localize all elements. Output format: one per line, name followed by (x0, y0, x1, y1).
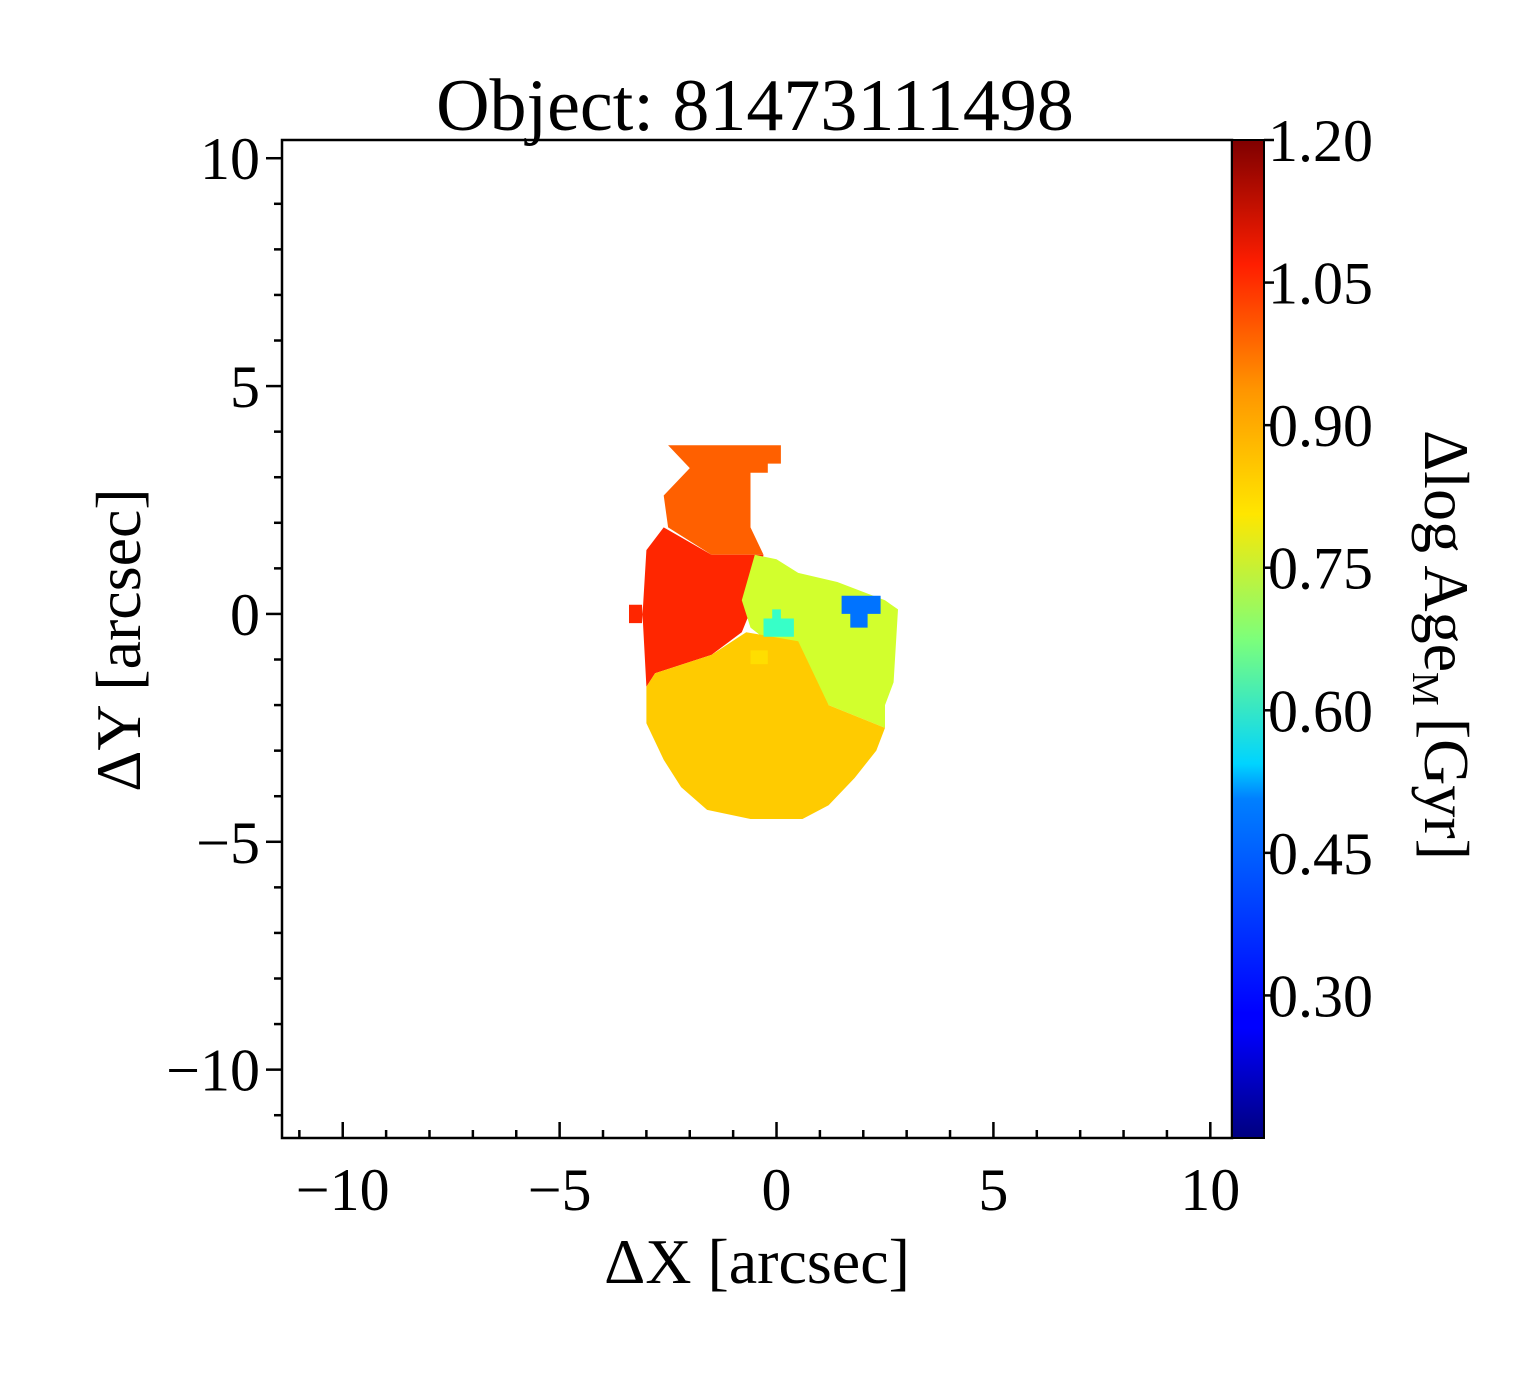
region-lower-yellow (646, 632, 885, 819)
region-center-cyan (763, 609, 794, 637)
colorbar-label-unit: [Gyr] (1411, 718, 1482, 860)
x-tick-label: 5 (978, 1157, 1008, 1223)
y-tick-label: 10 (200, 126, 260, 192)
region-left-red-orange (629, 527, 764, 687)
x-tick-label: −10 (296, 1157, 390, 1223)
region-center-yellow-pixel (750, 650, 768, 665)
y-axis-ticks: −10 −5 0 5 10 (166, 126, 282, 1117)
y-tick-label: 0 (230, 582, 260, 648)
y-tick-label: −5 (196, 810, 260, 876)
colorbar-tick-label: 0.75 (1268, 536, 1373, 602)
x-tick-label: 0 (762, 1157, 792, 1223)
x-tick-label: −5 (528, 1157, 592, 1223)
colorbar-ticks: 1.20 1.05 0.90 0.75 0.60 0.45 0.30 (1264, 108, 1373, 1029)
colorbar-tick-label: 0.60 (1268, 678, 1373, 744)
region-blue-patch (841, 595, 881, 628)
y-tick-label: −10 (166, 1038, 260, 1104)
colorbar-tick-label: 0.30 (1268, 963, 1373, 1029)
colorbar-label: Δlog AgeM[Gyr] (1404, 430, 1482, 860)
age-map-regions (629, 445, 898, 819)
chart-title: Object: 81473111498 (436, 65, 1074, 147)
y-axis-label: ΔY [arcsec] (83, 488, 154, 791)
x-axis-label: ΔX [arcsec] (604, 1226, 910, 1297)
x-axis-ticks: −10 −5 0 5 10 (296, 1122, 1240, 1223)
colorbar-tick-label: 0.45 (1268, 821, 1373, 887)
colorbar-tick-label: 0.90 (1268, 393, 1373, 459)
colorbar-tick-label: 1.20 (1268, 108, 1373, 174)
colorbar-tick-label: 1.05 (1268, 251, 1373, 317)
x-tick-label: 10 (1180, 1157, 1240, 1223)
colorbar (1231, 139, 1265, 1139)
region-upper-orange (663, 445, 781, 555)
colorbar-label-subscript: M (1404, 672, 1446, 706)
y-tick-label: 5 (230, 354, 260, 420)
